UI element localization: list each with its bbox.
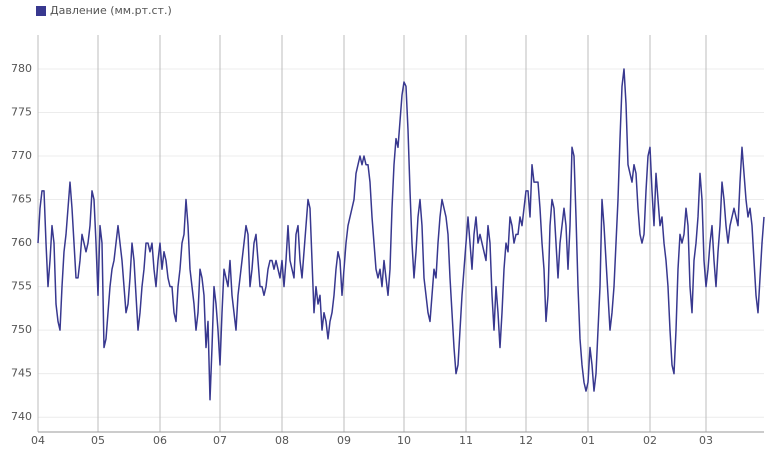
x-tick-label: 12 — [519, 434, 533, 447]
line — [37, 68, 765, 401]
x-tick-label: 07 — [213, 434, 227, 447]
x-tick-label: 09 — [337, 434, 351, 447]
y-tick-label: 755 — [11, 280, 32, 293]
y-tick-label: 750 — [11, 323, 32, 336]
x-tick-label: 03 — [699, 434, 713, 447]
y-tick-label: 740 — [11, 410, 32, 423]
x-tick-label: 04 — [31, 434, 45, 447]
y-tick-label: 780 — [11, 62, 32, 75]
x-tick-label: 11 — [459, 434, 473, 447]
legend-label: Давление (мм.рт.ст.) — [50, 4, 172, 17]
x-tick-label: 10 — [397, 434, 411, 447]
y-tick-label: 770 — [11, 149, 32, 162]
y-tick-label: 745 — [11, 367, 32, 380]
legend-swatch — [36, 6, 46, 16]
y-tick-label: 775 — [11, 105, 32, 118]
y-tick-label: 765 — [11, 193, 32, 206]
x-tick-label: 08 — [275, 434, 289, 447]
x-tick-label: 05 — [91, 434, 105, 447]
x-tick-label: 02 — [643, 434, 657, 447]
y-tick-label: 760 — [11, 236, 32, 249]
x-tick-label: 01 — [581, 434, 595, 447]
x-tick-label: 06 — [153, 434, 167, 447]
